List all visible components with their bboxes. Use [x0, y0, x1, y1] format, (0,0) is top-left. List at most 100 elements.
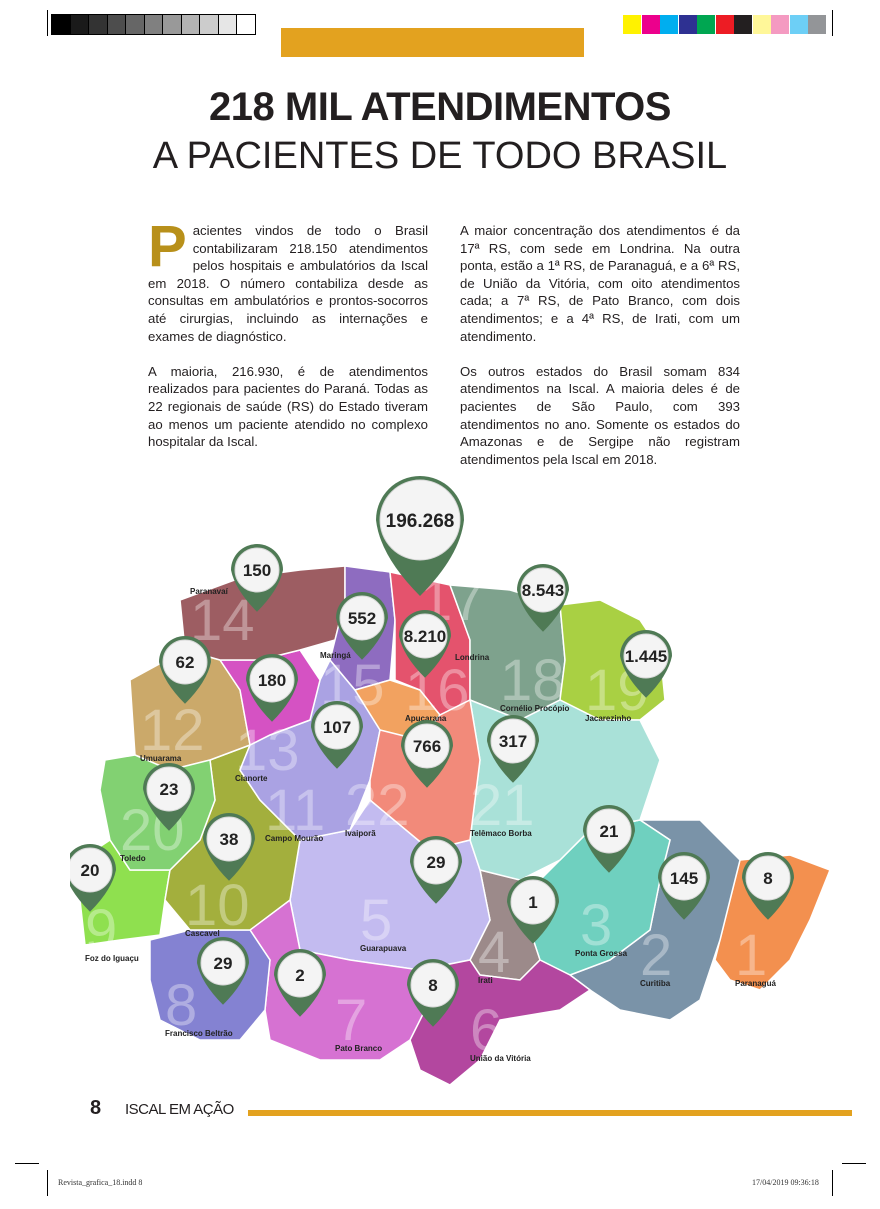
page-subtitle: A PACIENTES DE TODO BRASIL	[152, 135, 728, 177]
region-number: 21	[470, 773, 535, 838]
slug-file: Revista_grafica_18.indd 8	[58, 1178, 143, 1187]
footer-accent-line	[248, 1110, 852, 1116]
gray-swatch	[143, 14, 164, 35]
region-name: Cascavel	[185, 929, 220, 938]
region-name: Foz do Iguaçu	[85, 954, 139, 963]
pin-bubble	[249, 657, 295, 703]
region-name: Pato Branco	[335, 1044, 382, 1053]
pin-bubble	[162, 639, 208, 685]
pin-bubble	[623, 633, 669, 679]
region-number: 2	[640, 923, 672, 988]
region-number: 3	[580, 893, 612, 958]
pin-value: 38	[220, 830, 239, 849]
pin-region-13: 180	[246, 654, 298, 722]
color-swatch	[771, 15, 789, 34]
paragraph-text: acientes vindos de todo o Brasil contabi…	[148, 223, 428, 344]
color-swatch	[678, 15, 697, 34]
region-name: Paranaguá	[735, 979, 776, 988]
color-swatch	[752, 15, 771, 34]
region-name: Curitiba	[640, 979, 671, 988]
gray-swatch	[199, 14, 219, 35]
region-name: Francisco Beltrão	[165, 1029, 233, 1038]
crop-mark	[47, 10, 48, 36]
pin-region-14: 150	[231, 544, 283, 612]
crop-mark	[47, 1170, 48, 1196]
region-number: 7	[335, 988, 367, 1053]
crop-mark	[832, 10, 833, 36]
region-name: Telêmaco Borba	[470, 829, 532, 838]
pin-region-10: 38	[203, 813, 255, 881]
pin-region-6: 8	[407, 959, 459, 1027]
crop-mark	[842, 1163, 866, 1164]
region-name: Paranavaí	[190, 587, 229, 596]
header-accent-bar	[281, 28, 584, 57]
region-number: 13	[235, 718, 300, 783]
pin-value: 29	[427, 853, 446, 872]
pin-value: 107	[323, 718, 351, 737]
pin-value: 1.445	[625, 647, 668, 666]
pin-bubble	[661, 855, 707, 901]
region-name: Irati	[478, 976, 493, 985]
gray-swatch	[106, 14, 127, 35]
pin-region-5: 29	[410, 836, 462, 904]
pin-value: 21	[600, 822, 619, 841]
region-name: Cianorte	[235, 774, 268, 783]
article-column-right: A maior concentração dos atendimentos é …	[460, 222, 740, 486]
pin-value: 8	[428, 976, 437, 995]
region-name: Maringá	[320, 651, 351, 660]
pin-value: 1	[528, 893, 537, 912]
pin-region-16: 8.210	[399, 610, 451, 678]
pin-region-22: 766	[401, 720, 453, 788]
pin-region-2: 145	[658, 852, 710, 920]
pin-value: 8	[763, 869, 772, 888]
region-name: Guarapuava	[360, 944, 407, 953]
pin-region-20: 23	[143, 763, 195, 831]
pin-bubble	[402, 613, 448, 659]
color-swatch	[660, 15, 678, 34]
region-number: 4	[478, 920, 510, 985]
pin-region-18: 8.543	[517, 564, 569, 632]
drop-cap: P	[148, 214, 187, 279]
pin-bubble	[234, 547, 280, 593]
pin-value: 766	[413, 737, 441, 756]
gray-swatch	[217, 14, 238, 35]
region-name: União da Vitória	[470, 1054, 531, 1063]
pin-bubble	[379, 479, 461, 561]
pin-region-8: 29	[197, 937, 249, 1005]
pin-value: 196.268	[386, 511, 455, 532]
region-name: Jacarezinho	[585, 714, 631, 723]
region-number: 5	[360, 888, 392, 953]
pin-value: 20	[81, 861, 100, 880]
region-name: Toledo	[120, 854, 146, 863]
color-swatch	[808, 15, 826, 34]
pin-region-7: 2	[274, 949, 326, 1017]
gray-swatch	[51, 14, 71, 35]
pin-value: 552	[348, 609, 376, 628]
pin-region-1: 8	[742, 852, 794, 920]
color-swatch	[734, 15, 752, 34]
pin-region-21: 317	[487, 715, 539, 783]
color-swatch	[697, 15, 715, 34]
magazine-name: ISCAL EM AÇÃO	[125, 1101, 234, 1118]
pin-value: 180	[258, 671, 286, 690]
pin-region-11: 107	[311, 701, 363, 769]
pin-value: 150	[243, 561, 271, 580]
gray-swatch	[236, 14, 256, 35]
pin-region-19: 1.445	[620, 630, 672, 698]
color-swatch	[623, 15, 641, 34]
pin-value: 23	[160, 780, 179, 799]
crop-mark	[15, 1163, 39, 1164]
color-swatch	[789, 15, 808, 34]
pin-bubble	[200, 940, 246, 986]
pin-bubble	[146, 766, 192, 812]
